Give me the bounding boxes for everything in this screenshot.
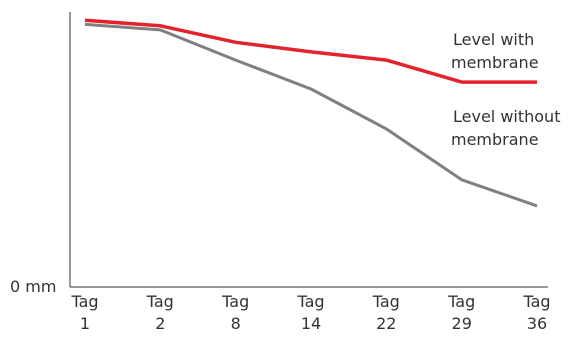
x-tick-label: Tag 14 [296,292,324,333]
series-line-without-membrane [84,22,538,208]
x-tick-label: Tag 22 [372,292,400,333]
series-line-with-membrane [84,18,537,84]
x-tick-label: Tag 2 [146,292,174,333]
series-label-without-membrane-line1: Level without [453,107,560,126]
x-tick-label: Tag 8 [221,292,249,333]
series-label-without-membrane-line2: membrane [451,130,539,149]
x-tick-label: Tag 1 [70,292,98,333]
x-tick-label: Tag 36 [522,292,550,333]
series-layer [84,18,538,208]
y-axis-label: 0 mm [10,277,56,296]
series-label-with-membrane-line1: Level with [453,30,534,49]
series-labels: Level with membrane Level without membra… [451,30,560,149]
x-tick-label: Tag 29 [447,292,475,333]
x-tick-labels: Tag 1 Tag 2 Tag 8 Tag 14 Tag 22 Tag 29 Tag 36 [70,292,550,333]
series-label-with-membrane-line2: membrane [451,53,539,72]
